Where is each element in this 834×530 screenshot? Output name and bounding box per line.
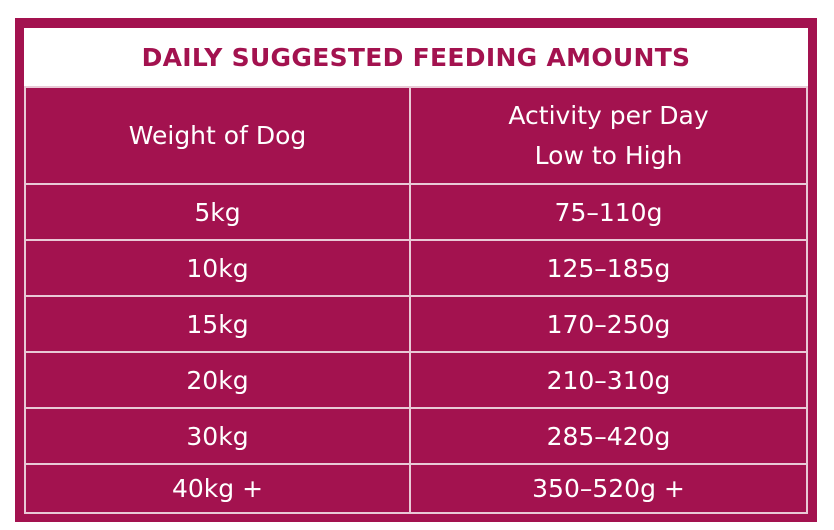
header-activity-line2: Low to High xyxy=(534,140,683,170)
header-weight: Weight of Dog xyxy=(26,88,411,183)
table-row: 20kg 210–310g xyxy=(26,351,806,407)
amount-cell: 285–420g xyxy=(546,421,671,451)
amount-cell: 210–310g xyxy=(546,365,671,395)
weight-cell: 15kg xyxy=(26,297,411,351)
amount-cell: 125–185g xyxy=(546,253,671,283)
weight-cell: 20kg xyxy=(26,353,411,407)
table-row: 10kg 125–185g xyxy=(26,239,806,295)
weight-cell: 40kg + xyxy=(26,465,411,512)
table-title: DAILY SUGGESTED FEEDING AMOUNTS xyxy=(141,42,691,72)
table-row: 30kg 285–420g xyxy=(26,407,806,463)
weight-cell: 10kg xyxy=(26,241,411,295)
table-row: 5kg 75–110g xyxy=(26,183,806,239)
header-activity-line1: Activity per Day xyxy=(508,100,709,130)
feeding-table-card: DAILY SUGGESTED FEEDING AMOUNTS Weight o… xyxy=(15,18,817,522)
title-band: DAILY SUGGESTED FEEDING AMOUNTS xyxy=(24,28,808,86)
weight-cell: 5kg xyxy=(26,185,411,239)
table-row: 15kg 170–250g xyxy=(26,295,806,351)
header-row: Weight of Dog Activity per Day Low to Hi… xyxy=(26,88,806,183)
feeding-table: Weight of Dog Activity per Day Low to Hi… xyxy=(24,86,808,514)
amount-cell: 75–110g xyxy=(554,197,663,227)
amount-cell: 350–520g + xyxy=(532,474,685,503)
header-activity: Activity per Day Low to High xyxy=(411,88,806,183)
weight-cell: 30kg xyxy=(26,409,411,463)
table-row: 40kg + 350–520g + xyxy=(26,463,806,512)
amount-cell: 170–250g xyxy=(546,309,671,339)
